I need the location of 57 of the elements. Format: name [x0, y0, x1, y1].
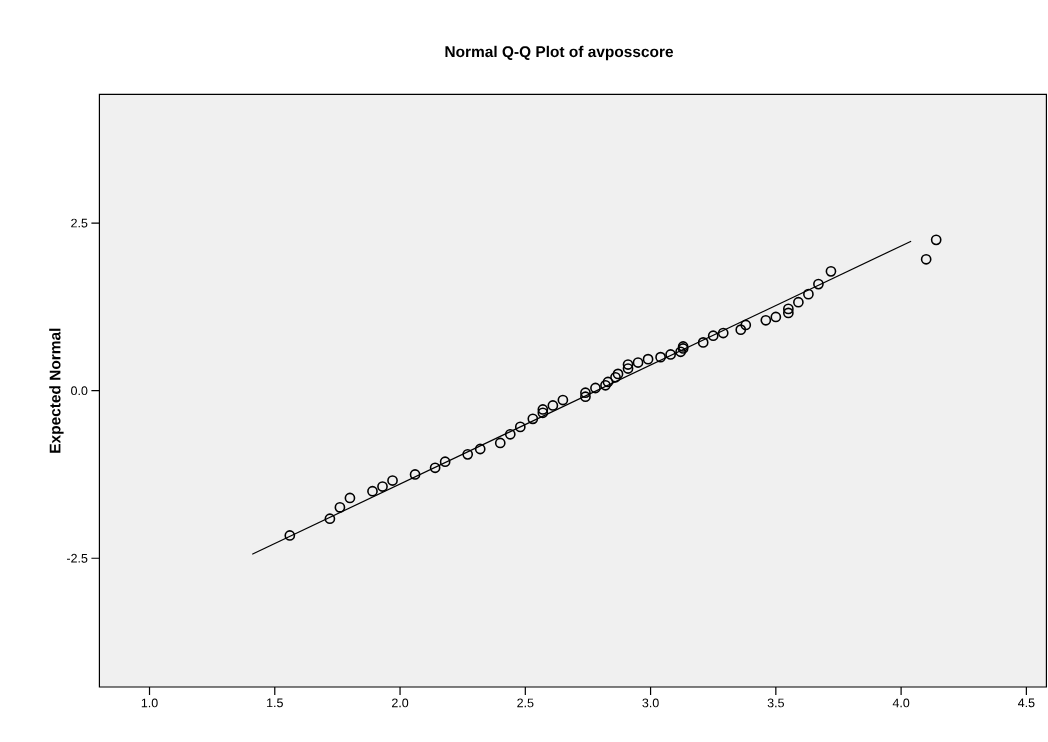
y-tick-label: 2.5: [71, 218, 88, 228]
point: [930, 234, 942, 246]
point: [813, 278, 824, 290]
chart-title: Normal Q-Q Plot of avposscore: [445, 45, 674, 61]
point: [642, 353, 654, 365]
point: [527, 413, 539, 425]
x-tick-label: 2.5: [517, 698, 534, 708]
point: [334, 501, 346, 513]
x-tick-label: 4.5: [1017, 698, 1035, 708]
y-tick-label: 0.0: [71, 386, 88, 396]
y-axis-title: Expected Normal: [49, 328, 64, 453]
point: [920, 253, 932, 265]
y-tick-label: -2.5: [66, 553, 88, 563]
point: [514, 421, 526, 433]
point: [284, 530, 296, 541]
point: [462, 448, 474, 460]
point: [377, 481, 388, 492]
x-tick-label: 2.0: [392, 698, 409, 708]
point: [580, 387, 591, 399]
point: [793, 296, 804, 308]
point: [537, 407, 549, 419]
x-tick-label: 4.0: [892, 698, 910, 708]
point: [740, 319, 752, 331]
point: [557, 394, 569, 406]
x-tick-label: 3.0: [642, 698, 659, 708]
point: [803, 288, 814, 300]
point: [655, 351, 666, 363]
point: [622, 363, 634, 374]
point: [429, 462, 441, 474]
point: [782, 303, 794, 315]
x-tick-label: 1.0: [141, 698, 158, 708]
point: [665, 349, 676, 360]
point: [735, 324, 747, 336]
point: [580, 391, 591, 403]
point: [344, 492, 356, 504]
point: [782, 307, 794, 319]
point: [697, 337, 709, 348]
x-tick-label: 1.5: [267, 698, 283, 708]
point: [622, 359, 634, 370]
point: [717, 327, 729, 339]
point: [537, 404, 549, 415]
point: [632, 357, 644, 368]
point: [439, 456, 451, 468]
point: [590, 382, 601, 394]
point: [387, 475, 398, 486]
point: [409, 469, 421, 480]
point: [494, 437, 506, 449]
point: [760, 314, 772, 326]
point: [474, 443, 486, 455]
point: [504, 428, 516, 440]
point: [367, 485, 378, 497]
x-tick-label: 3.5: [767, 698, 784, 708]
point: [825, 265, 837, 277]
point: [707, 330, 719, 342]
point: [547, 400, 559, 411]
point: [324, 513, 336, 525]
point: [770, 311, 782, 323]
